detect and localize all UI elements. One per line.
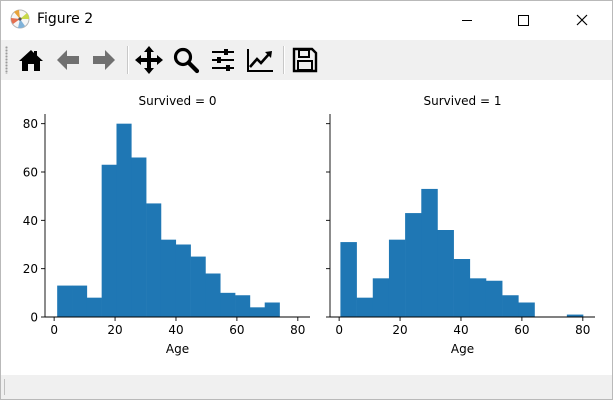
figure-plot: 0 20 40 60 80 0 20 40 60 80 Survived = 0 Age 0 20 40 60…: [23, 94, 595, 356]
zoom-icon: [173, 47, 200, 74]
histogram-bar: [190, 256, 206, 317]
x-tick-label: 20: [392, 323, 407, 337]
pan-icon: [135, 46, 163, 74]
histogram-bar: [235, 295, 251, 317]
histogram-bar: [502, 295, 519, 317]
forward-arrow-icon: [93, 50, 115, 70]
edit-axis-icon: [247, 49, 273, 72]
histogram-bar: [116, 123, 132, 317]
histogram-bar: [205, 273, 221, 317]
subplot-title: Survived = 1: [423, 94, 501, 108]
histogram-bar: [72, 285, 88, 317]
histogram-bar: [421, 188, 438, 317]
histogram-bar: [372, 278, 390, 317]
zoom-button[interactable]: [170, 44, 202, 76]
histogram-bar: [57, 285, 73, 317]
x-tick-label: 60: [514, 323, 529, 337]
histogram-bar: [405, 213, 422, 317]
home-icon: [19, 50, 43, 71]
y-tick-label: 80: [23, 117, 38, 131]
configure-subplots-icon: [212, 49, 234, 71]
x-tick-label: 20: [107, 323, 122, 337]
maximize-icon: [518, 15, 529, 26]
histogram-bar: [518, 302, 535, 317]
title-bar: Figure 2: [1, 1, 612, 39]
toolbar-separator: [283, 46, 285, 74]
matplotlib-app-icon: [10, 9, 30, 29]
configure-subplots-button[interactable]: [207, 44, 239, 76]
close-icon: [576, 14, 588, 26]
histogram-bar: [469, 278, 487, 317]
save-icon: [292, 47, 318, 73]
histogram-bar: [175, 244, 191, 317]
histogram-bar: [437, 230, 454, 317]
toolbar-grip[interactable]: [5, 46, 8, 74]
histogram-bar: [485, 280, 503, 317]
histogram-bar: [131, 157, 147, 317]
toolbar-separator: [127, 46, 129, 74]
y-tick-label: 0: [30, 311, 38, 325]
histogram-bar: [388, 239, 406, 317]
histogram-bar: [86, 297, 102, 317]
back-button[interactable]: [52, 44, 84, 76]
histogram-bar: [340, 242, 357, 317]
x-axis-label: Age: [166, 342, 189, 356]
edit-axis-button[interactable]: [244, 44, 276, 76]
x-tick-label: 60: [229, 323, 244, 337]
histogram-bar: [356, 297, 374, 317]
save-button[interactable]: [289, 44, 321, 76]
window-title: Figure 2: [37, 11, 94, 27]
home-button[interactable]: [15, 44, 47, 76]
subplot-title: Survived = 0: [138, 94, 216, 108]
x-axis-label: Age: [451, 342, 474, 356]
histogram-bar: [566, 314, 584, 317]
y-tick-label: 60: [23, 166, 38, 180]
x-tick-label: 40: [453, 323, 468, 337]
histogram-bar: [453, 259, 471, 317]
close-button[interactable]: [559, 1, 605, 39]
x-tick-label: 0: [335, 323, 343, 337]
histogram-bar: [249, 307, 265, 317]
x-tick-label: 0: [50, 323, 58, 337]
x-tick-label: 80: [290, 323, 305, 337]
histogram-bar: [101, 164, 117, 317]
maximize-button[interactable]: [500, 1, 546, 39]
figure-canvas[interactable]: 0 20 40 60 80 0 20 40 60 80 Survived = 0 Age 0 20 40 60…: [1, 80, 612, 375]
navigation-toolbar: [1, 40, 612, 80]
histogram-bar: [264, 302, 280, 317]
minimize-button[interactable]: [444, 1, 490, 39]
status-separator: [4, 379, 5, 395]
histogram-bar: [146, 203, 162, 317]
histogram-bar: [160, 239, 177, 317]
y-tick-label: 20: [23, 262, 38, 276]
histogram-bar: [220, 292, 236, 317]
back-arrow-icon: [57, 50, 79, 70]
y-tick-label: 40: [23, 214, 38, 228]
x-tick-label: 40: [168, 323, 183, 337]
status-bar: [1, 375, 612, 399]
pan-button[interactable]: [133, 44, 165, 76]
minimize-icon: [462, 20, 472, 21]
forward-button[interactable]: [88, 44, 120, 76]
x-tick-label: 80: [575, 323, 590, 337]
